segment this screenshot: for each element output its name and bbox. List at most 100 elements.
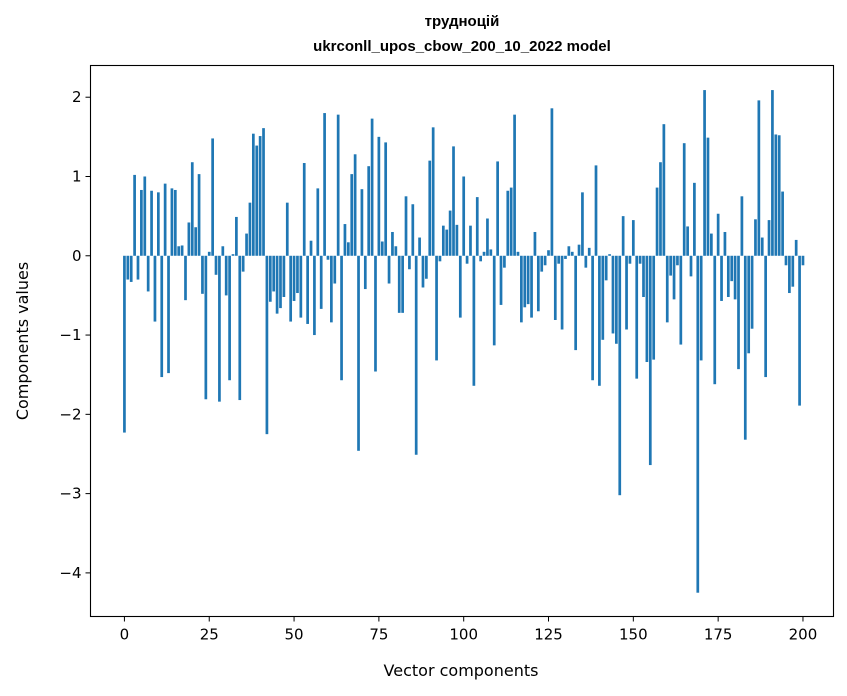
bar-component-45 [275,255,279,314]
bar-component-105 [479,255,483,262]
bar-component-7 [146,255,150,292]
bar-component-93 [438,255,442,262]
bar-component-87 [418,237,421,256]
bar-component-16 [177,246,181,256]
bar-component-40 [258,136,262,256]
bar-component-64 [340,255,343,381]
y-tick-label: 0 [72,247,82,265]
bar-component-108 [489,249,493,256]
bar-component-139 [594,165,598,256]
bar-component-103 [472,255,476,386]
bar-component-75 [377,136,381,256]
bar-component-143 [608,254,611,256]
bar-component-135 [581,192,584,256]
bar-component-138 [591,255,594,381]
bar-component-24 [204,255,208,400]
y-axis-ticks: 2 1 0 −1 −2 −3 −4 [59,88,91,582]
bar-component-84 [408,255,411,270]
bar-component-160 [665,255,669,323]
bar-component-152 [638,255,642,264]
bar-component-85 [411,204,415,256]
bar-component-119 [526,255,530,305]
bar-component-26 [211,138,214,256]
bar-series [123,90,805,593]
bar-component-178 [726,255,730,297]
y-axis-label: Components values [13,262,32,420]
bar-component-190 [767,220,771,256]
bar-component-182 [740,196,744,256]
bar-component-95 [445,229,449,256]
bar-component-56 [313,255,316,336]
bar-component-39 [255,145,259,256]
bar-component-23 [201,255,204,294]
bar-component-35 [241,255,245,272]
bar-component-54 [306,255,309,324]
bar-component-150 [631,220,635,256]
bar-component-193 [777,135,781,256]
bar-component-98 [455,224,459,256]
bar-component-48 [285,202,289,256]
x-tick-label: 25 [200,626,219,644]
bar-component-122 [536,255,540,312]
y-tick-label: −1 [59,326,81,344]
bar-component-102 [469,225,472,256]
bar-component-192 [774,134,778,256]
bar-component-131 [567,246,571,256]
bar-component-59 [323,113,326,256]
bar-component-129 [560,255,564,330]
bar-component-117 [520,255,523,323]
bar-component-148 [625,255,628,330]
bar-component-159 [662,124,666,256]
bar-component-196 [788,255,791,294]
bar-component-38 [251,133,255,256]
bar-component-114 [509,187,513,256]
bar-component-42 [265,255,269,435]
bar-component-41 [262,128,265,256]
bar-component-28 [218,255,221,402]
x-tick-label: 100 [449,626,478,644]
bar-component-136 [584,255,588,268]
bar-component-82 [401,255,404,313]
bar-component-91 [431,127,435,256]
bar-component-177 [723,231,727,256]
bar-component-34 [238,255,242,401]
bar-component-58 [319,255,323,309]
bar-component-77 [384,142,388,256]
bar-component-37 [248,202,252,256]
bar-component-10 [157,192,160,256]
bar-component-170 [699,255,703,361]
bar-component-79 [391,231,394,256]
bar-component-21 [194,227,198,256]
plot-frame [89,64,835,618]
y-tick-label: 2 [72,88,82,106]
bar-component-153 [642,255,645,297]
bar-component-15 [173,189,177,256]
bar-component-67 [350,174,354,256]
chart-title: трудноцій [425,13,500,30]
bar-component-144 [611,255,615,334]
bar-component-47 [282,255,286,297]
x-tick-label: 125 [534,626,563,644]
bar-component-2 [129,255,133,282]
bar-component-133 [574,255,578,351]
bar-component-57 [316,188,320,256]
bar-component-121 [533,231,537,256]
bar-component-169 [696,255,700,593]
bar-component-100 [462,176,466,256]
bar-component-96 [448,210,452,256]
bar-component-112 [503,255,506,268]
bar-component-195 [784,255,788,266]
y-tick-label: 1 [72,167,82,185]
bar-component-22 [197,174,201,256]
bar-component-25 [207,251,211,256]
bar-component-43 [268,255,272,302]
bar-component-61 [330,255,333,323]
bar-component-0 [123,255,126,433]
bar-component-83 [404,196,408,256]
bar-component-66 [346,242,350,256]
bar-component-3 [133,174,136,256]
bar-component-199 [798,255,801,406]
bar-component-51 [296,255,299,294]
bar-component-145 [615,255,618,344]
bar-component-141 [601,255,605,340]
